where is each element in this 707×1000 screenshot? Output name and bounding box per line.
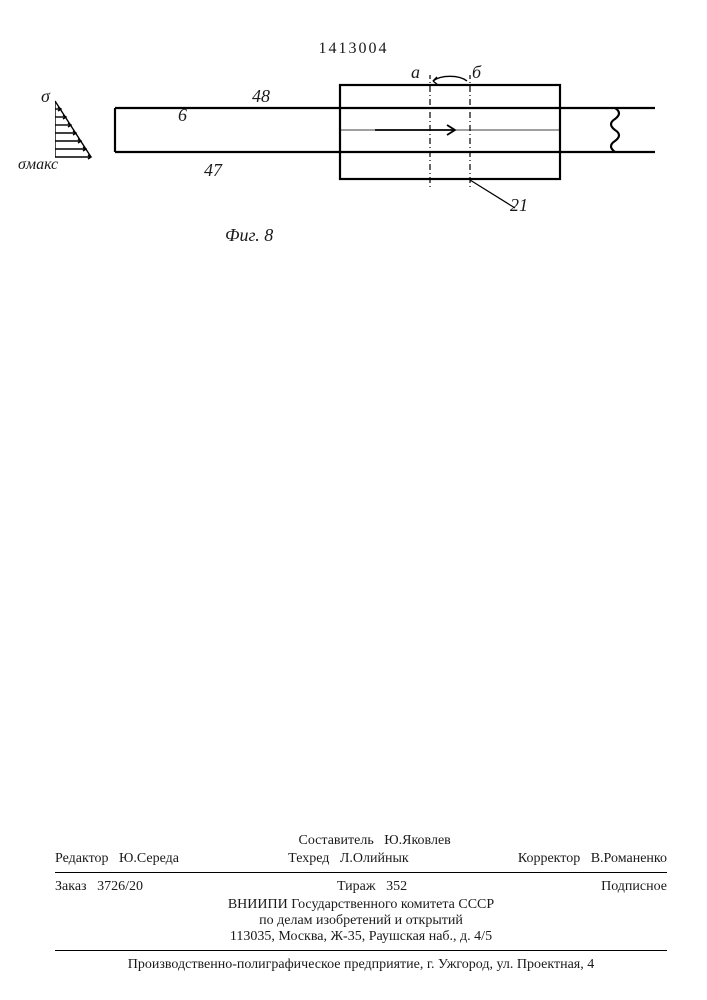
tirazh-value: 352 bbox=[386, 879, 407, 894]
stress-triangle bbox=[55, 101, 91, 159]
corrector-label: Корректор bbox=[518, 851, 580, 866]
ref-21-leader bbox=[460, 178, 550, 218]
section-a-label: а bbox=[411, 62, 420, 83]
sigma-max-label: σмакс bbox=[18, 156, 58, 174]
rotation-arc bbox=[433, 76, 467, 85]
org-line-3: 113035, Москва, Ж-35, Раушская наб., д. … bbox=[55, 928, 667, 947]
editor-label: Редактор bbox=[55, 851, 109, 866]
tirazh-label: Тираж bbox=[337, 879, 376, 894]
techred-label: Техред bbox=[288, 851, 329, 866]
patent-number: 1413004 bbox=[0, 40, 707, 58]
figure-caption: Фиг. 8 bbox=[225, 225, 273, 246]
order-value: 3726/20 bbox=[97, 879, 143, 894]
page: 1413004 bbox=[0, 0, 707, 1000]
corrector-name: В.Романенко bbox=[591, 851, 667, 866]
compiler-label: Составитель bbox=[299, 833, 374, 848]
credits-line-2: Редактор Ю.Середа Техред Л.Олийнык Корре… bbox=[55, 850, 667, 869]
ref-6: 6 bbox=[178, 105, 187, 126]
ref-47: 47 bbox=[204, 160, 222, 181]
block-21 bbox=[340, 85, 560, 179]
divider-2 bbox=[55, 950, 667, 951]
printer-line: Производственно-полиграфическое предприя… bbox=[55, 956, 667, 975]
order-line: Заказ 3726/20 Тираж 352 Подписное bbox=[55, 878, 667, 897]
figure-8-diagram bbox=[55, 75, 655, 245]
sigma-label: σ bbox=[41, 86, 50, 107]
credits-line-1: Составитель Ю.Яковлев bbox=[55, 832, 667, 851]
section-b-label: б bbox=[472, 62, 481, 83]
signed-label: Подписное bbox=[601, 878, 667, 897]
editor-name: Ю.Середа bbox=[119, 851, 179, 866]
ref-48: 48 bbox=[252, 86, 270, 107]
compiler-name: Ю.Яковлев bbox=[384, 833, 451, 848]
techred-name: Л.Олийнык bbox=[340, 851, 409, 866]
divider-1 bbox=[55, 872, 667, 873]
order-label: Заказ bbox=[55, 879, 87, 894]
